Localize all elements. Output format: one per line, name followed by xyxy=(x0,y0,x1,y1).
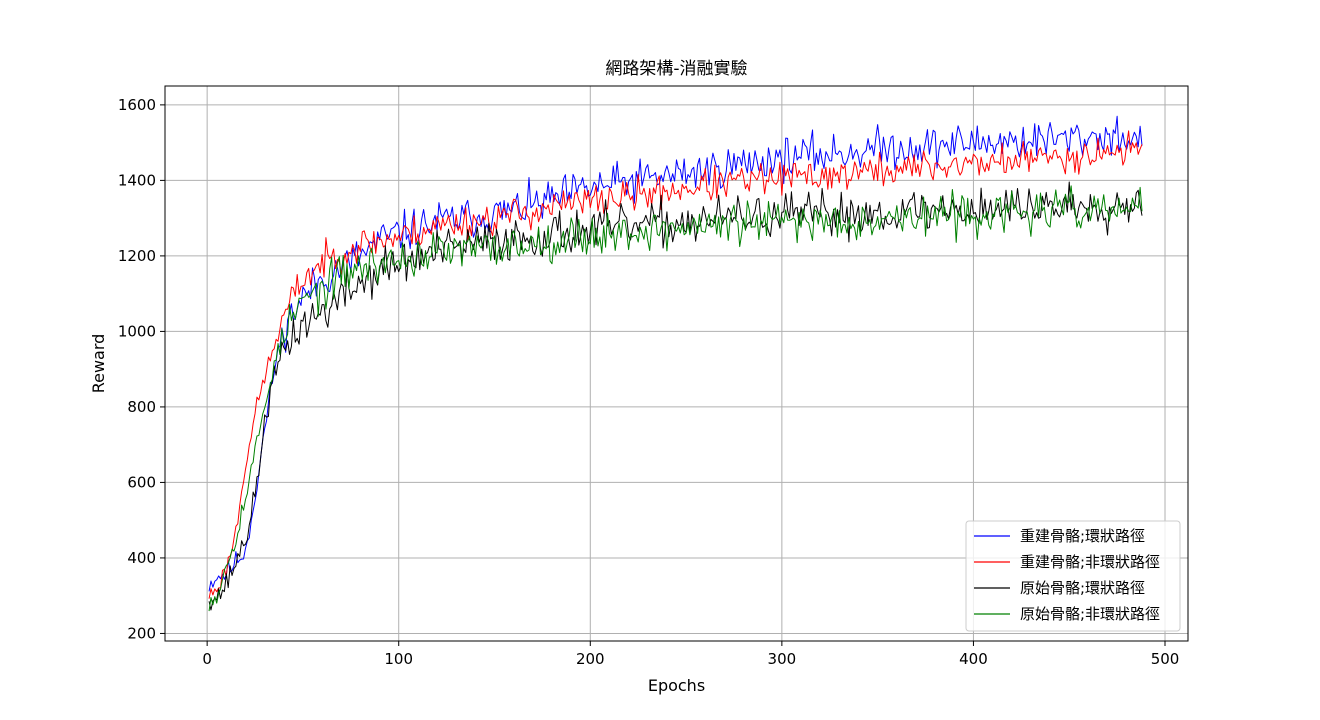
grid xyxy=(165,86,1188,641)
legend-label-1: 重建骨骼;非環狀路徑 xyxy=(1020,553,1160,571)
axis-ticks: 0 100 200 300 400 500 200 400 600 800 1000 1200 1400… xyxy=(118,96,1180,668)
y-tick-label: 200 xyxy=(127,624,156,642)
x-tick-label: 100 xyxy=(384,650,413,668)
legend-box xyxy=(965,520,1181,632)
series-line-1 xyxy=(208,130,1143,599)
series-lines xyxy=(208,115,1143,612)
x-tick-label: 500 xyxy=(1151,650,1180,668)
series-line-3 xyxy=(208,185,1143,612)
y-tick-label: 400 xyxy=(127,549,156,567)
y-tick-label: 800 xyxy=(127,398,156,416)
legend-label-0: 重建骨骼;環狀路徑 xyxy=(1020,527,1145,545)
y-axis-title: Reward xyxy=(89,334,108,394)
legend-label-3: 原始骨骼;非環狀路徑 xyxy=(1020,605,1160,623)
x-tick-label: 400 xyxy=(959,650,988,668)
x-axis-title: Epochs xyxy=(648,676,705,695)
y-tick-label: 1400 xyxy=(118,171,156,189)
x-tick-label: 200 xyxy=(576,650,605,668)
y-tick-label: 600 xyxy=(127,473,156,491)
plot-frame xyxy=(164,85,1189,642)
y-tick-label: 1600 xyxy=(118,96,156,114)
chart-title: 網路架構-消融實驗 xyxy=(605,59,747,79)
x-tick-label: 0 xyxy=(202,650,212,668)
y-tick-label: 1000 xyxy=(118,322,156,340)
x-tick-label: 300 xyxy=(768,650,797,668)
legend: 重建骨骼;環狀路徑 重建骨骼;非環狀路徑 原始骨骼;環狀路徑 原始骨骼;非環狀路… xyxy=(965,520,1181,632)
series-line-0 xyxy=(208,115,1143,592)
legend-label-2: 原始骨骼;環狀路徑 xyxy=(1020,579,1145,597)
y-tick-label: 1200 xyxy=(118,247,156,265)
series-line-2 xyxy=(208,181,1143,611)
